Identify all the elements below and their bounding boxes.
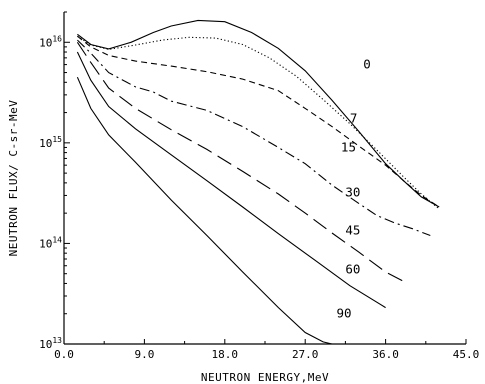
x-tick-label: 45.0 bbox=[453, 348, 480, 361]
x-axis-title: NEUTRON ENERGY,MeV bbox=[201, 371, 329, 384]
y-tick-label: 1016 bbox=[39, 34, 62, 49]
series-lines bbox=[76, 19, 440, 345]
x-tick-label: 9.0 bbox=[134, 348, 154, 361]
x-ticks: 0.0 9.0 18.0 27.0 36.0 45.0 bbox=[54, 339, 479, 361]
y-tick-label: 1015 bbox=[39, 135, 62, 150]
series-label-90: 90 bbox=[336, 306, 351, 321]
y-tick-label: 1014 bbox=[39, 235, 62, 250]
series-label-0: 0 bbox=[363, 57, 371, 72]
series-label-7: 7 bbox=[350, 110, 358, 125]
series-line-15 bbox=[77, 35, 440, 208]
series-label-60: 60 bbox=[345, 262, 360, 277]
series-line-90 bbox=[76, 76, 333, 345]
y-tick-label: 1013 bbox=[39, 336, 62, 351]
series-label-30: 30 bbox=[345, 185, 360, 200]
x-tick-label: 0.0 bbox=[54, 348, 74, 361]
series-labels: 0 7 15 30 45 60 90 bbox=[336, 57, 370, 321]
x-tick-label: 18.0 bbox=[212, 348, 239, 361]
series-label-15: 15 bbox=[341, 139, 356, 154]
series-label-45: 45 bbox=[345, 222, 360, 237]
series-line-0 bbox=[77, 19, 440, 208]
y-ticks: 1013 1014 1015 1016 bbox=[39, 11, 70, 351]
series-line-45 bbox=[76, 41, 404, 282]
series-line-7 bbox=[77, 35, 440, 210]
series-line-60 bbox=[76, 51, 386, 309]
y-axis-title: NEUTRON FLUX/ C-sr-MeV bbox=[7, 100, 20, 257]
x-tick-label: 36.0 bbox=[372, 348, 399, 361]
series-line-30 bbox=[77, 39, 431, 237]
x-tick-label: 27.0 bbox=[292, 348, 319, 361]
